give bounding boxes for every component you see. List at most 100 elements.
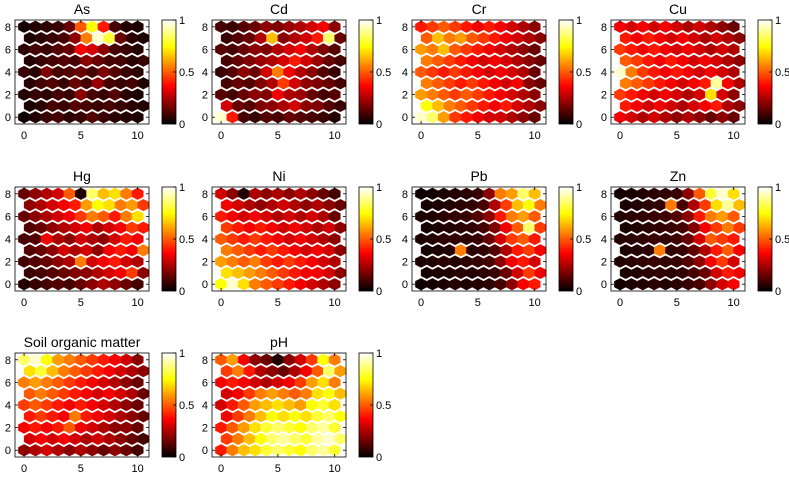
hex-cell [311,198,324,212]
hex-cell [733,77,746,90]
hex-cell [237,255,250,268]
hex-cell [705,278,717,291]
hex-cell [631,31,644,45]
hex-cell [300,410,313,423]
hex-cell [449,278,462,291]
hex-cell [687,266,700,280]
hex-cell [120,353,133,366]
hex-cell [103,31,116,45]
hex-cell [323,31,335,45]
hex-cell [317,376,330,389]
hex-cell [131,210,144,223]
x-tick-label: 0 [218,463,224,475]
hex-cell [52,43,65,56]
hex-cell [437,255,450,268]
hex-cell [483,111,496,124]
hex-cell [488,99,501,113]
hex-cell [300,198,313,212]
hex-cell [120,210,133,223]
hex-cell [665,54,678,67]
colorbar [162,20,176,124]
hex-cell [266,410,279,423]
hex-cell [682,20,695,33]
colorbar-tick-label: 0.5 [179,234,194,246]
hex-cell [97,444,110,457]
hex-cell [120,421,133,434]
hex-cell [69,221,82,234]
hex-cell [46,410,59,423]
hex-cell [226,444,239,457]
hex-cell [277,364,290,378]
colorbar-tick-label: 0.5 [775,67,789,79]
hex-cell [215,43,227,56]
hex-cell [432,244,445,257]
hex-cell [334,387,347,400]
hex-cell [254,221,267,234]
hex-cell [260,376,273,389]
hex-cell [306,65,318,79]
hex-cell [52,421,65,434]
hex-cell [23,266,36,280]
panel-zn: Zn 0 5 10 0 2 4 6 8 0 0.5 1 [601,168,789,309]
hex-cell [283,210,296,223]
hex-cell [670,232,683,246]
hex-cell [243,31,256,45]
hex-cell [511,244,524,257]
hex-cell [454,198,467,212]
hex-cell [494,43,507,56]
hex-cell [35,221,48,234]
hex-cell [619,221,632,234]
hex-cell [35,31,48,45]
hex-cell [131,255,144,268]
hex-cell [114,364,127,378]
y-tick-label: 8 [5,22,11,34]
hex-cell [52,232,65,246]
hex-cell [665,198,678,212]
hex-cell [432,54,445,67]
hex-cell [120,232,133,246]
hex-cell [477,266,490,280]
hex-cell [722,244,734,257]
hex-cell [659,278,672,291]
hex-cell [226,88,239,101]
hex-cell [665,244,678,257]
hex-cell [232,432,245,446]
hex-cell [131,43,144,56]
hex-cell [460,232,473,246]
hex-cell [232,99,245,113]
hex-cell [80,77,93,90]
hex-cell [619,99,632,113]
hex-cell [91,387,104,400]
hex-cell [306,255,318,268]
x-tick-label: 10 [132,463,144,475]
hex-cell [103,244,116,257]
hex-cell [260,187,273,200]
hex-cell [523,244,535,257]
hex-cell [323,77,335,90]
hex-cell [18,65,30,79]
hex-cell [693,65,706,79]
hex-cell [29,65,42,79]
hex-cell [317,353,330,366]
hex-cell [317,210,330,223]
hex-cell [511,99,524,113]
hex-cell [120,20,133,33]
hex-cell [232,266,245,280]
hex-cell [294,43,307,56]
hex-cell [483,255,496,268]
hex-cell [243,364,256,378]
hex-cell [317,278,330,291]
colorbar-tick-label: 0.5 [376,400,391,412]
y-tick-label: 8 [5,355,11,367]
hex-cell [705,210,717,223]
hex-cell [35,410,48,423]
colorbar-tick-label: 0 [179,452,185,464]
hex-cell [534,244,547,257]
hex-cell [35,54,48,67]
hex-cell [126,99,138,113]
hex-cell [449,20,462,33]
hex-cell [528,210,541,223]
hex-cell [311,77,324,90]
hex-cell [243,387,256,400]
hex-cell [437,278,450,291]
